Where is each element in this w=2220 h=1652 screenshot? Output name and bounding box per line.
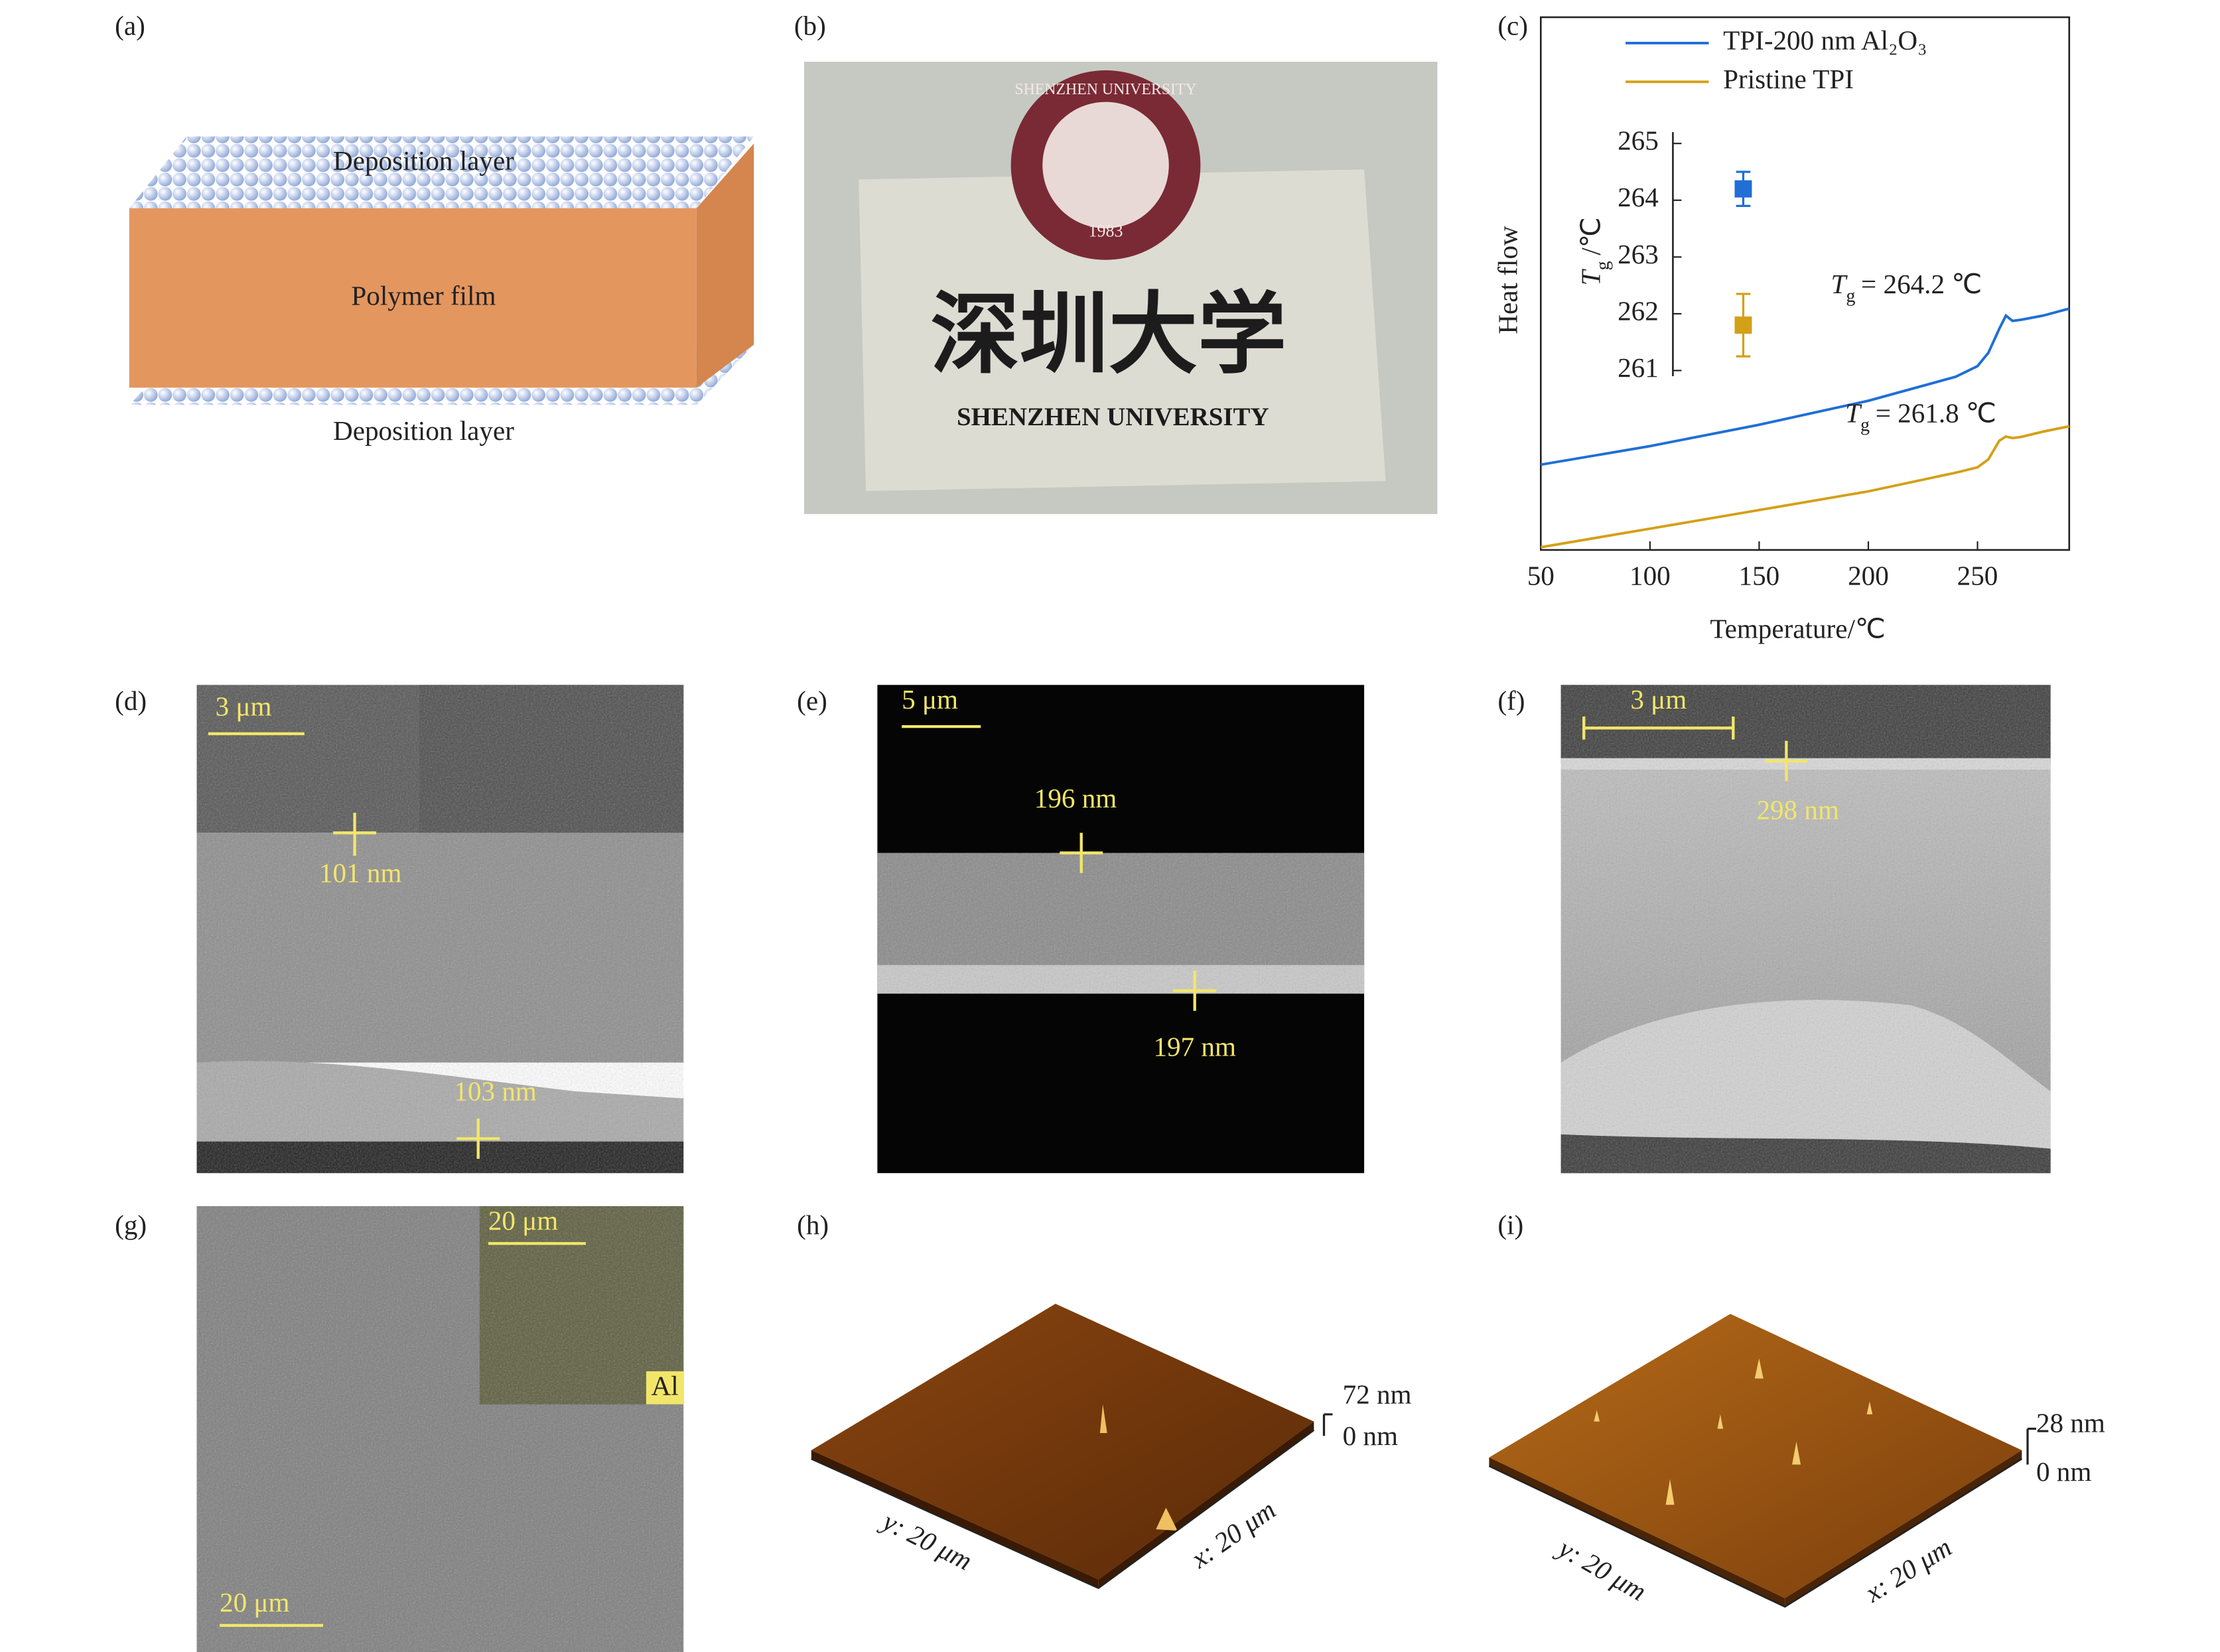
english-name: SHENZHEN UNIVERSITY	[957, 403, 1269, 431]
thickness-label: 298 nm	[1756, 794, 1838, 825]
scale-bar-label: 3 μm	[1630, 684, 1687, 715]
panel-label: (i)	[1497, 1209, 1523, 1241]
legend-label: Pristine TPI	[1723, 64, 1854, 94]
symbol: T	[1831, 269, 1848, 299]
y-tick-label: 265	[1618, 125, 1659, 156]
layer-label: Polymer film	[351, 281, 496, 311]
scale-bar-label: 5 μm	[902, 684, 958, 715]
y-tick-label: 263	[1618, 239, 1659, 269]
x-tick-label: 250	[1957, 561, 1998, 591]
sem-image	[877, 685, 1365, 1174]
z-scale-label: 0 nm	[1343, 1420, 1398, 1451]
top-layer	[129, 136, 754, 208]
panel-label: (b)	[794, 11, 826, 42]
element-label: Al	[652, 1370, 679, 1401]
thickness-label: 196 nm	[1034, 783, 1117, 813]
panel-label: (a)	[115, 11, 145, 42]
y-tick-label: 261	[1618, 352, 1659, 383]
panel-label: (e)	[797, 685, 827, 717]
panel-label: (f)	[1497, 685, 1525, 717]
thickness-label: 101 nm	[319, 858, 401, 888]
panel-label: (h)	[797, 1209, 829, 1241]
seal-text: SHENZHEN UNIVERSITY	[1014, 81, 1196, 98]
subscript: g	[1860, 415, 1870, 436]
symbol: T	[1576, 268, 1606, 285]
afm-surface	[1488, 1314, 2036, 1608]
layer-label: Deposition layer	[333, 415, 514, 446]
seal-year: 1983	[1089, 222, 1123, 241]
z-scale-label: 28 nm	[2036, 1408, 2105, 1438]
symbol: T	[1845, 398, 1862, 429]
axis-label: y: 20 μm	[1551, 1531, 1651, 1607]
film-front	[129, 208, 697, 388]
chinese-name: 深圳大学	[930, 286, 1286, 385]
math-label: Tg = 261.8 ℃	[1845, 398, 1996, 436]
panel-label: (c)	[1497, 11, 1528, 42]
y-tick-label: 262	[1618, 295, 1659, 326]
x-axis-label: Temperature/℃	[1710, 614, 1886, 644]
x-tick-label: 150	[1739, 561, 1780, 591]
film-side	[696, 143, 754, 388]
x-tick-label: 200	[1848, 561, 1889, 591]
scale-bar-label: 3 μm	[216, 691, 272, 722]
z-scale-label: 72 nm	[1343, 1379, 1412, 1409]
data-line	[1540, 425, 2070, 549]
thickness-label: 197 nm	[1153, 1032, 1235, 1062]
sem-image	[196, 685, 684, 1174]
panel-label: (g)	[115, 1209, 147, 1241]
sem-image	[196, 1205, 684, 1652]
plot-frame	[1539, 16, 2071, 551]
inset-scale-bar-label: 20 μm	[488, 1205, 558, 1235]
text: /℃	[1576, 217, 1606, 255]
film-sample	[859, 169, 1386, 492]
panel-label: (d)	[115, 685, 147, 717]
legend-label: TPI-200 nm Al₂O₃	[1723, 25, 1927, 55]
z-scale-label: 0 nm	[2036, 1456, 2091, 1487]
subscript: g	[1846, 286, 1855, 307]
afm-surface	[811, 1304, 1333, 1590]
y-tick-label: 264	[1618, 182, 1659, 212]
sem-image	[1561, 685, 2051, 1174]
x-tick-label: 50	[1527, 561, 1555, 591]
text: = 261.8 ℃	[1876, 398, 1996, 429]
scale-bar-label: 20 μm	[220, 1587, 289, 1618]
x-tick-label: 100	[1630, 561, 1671, 591]
thickness-label: 103 nm	[454, 1076, 536, 1107]
marker	[1734, 316, 1752, 334]
layer-label: Deposition layer	[333, 145, 514, 176]
marker	[1734, 180, 1752, 198]
text: = 264.2 ℃	[1861, 269, 1982, 299]
subscript: g	[1592, 261, 1613, 270]
seal-inner	[1042, 102, 1169, 229]
math-label: Tg = 264.2 ℃	[1831, 269, 1982, 307]
data-line	[1540, 307, 2070, 466]
math-label: Tg /℃	[1576, 217, 1614, 285]
y-axis-label: Heat flow	[1492, 226, 1523, 334]
